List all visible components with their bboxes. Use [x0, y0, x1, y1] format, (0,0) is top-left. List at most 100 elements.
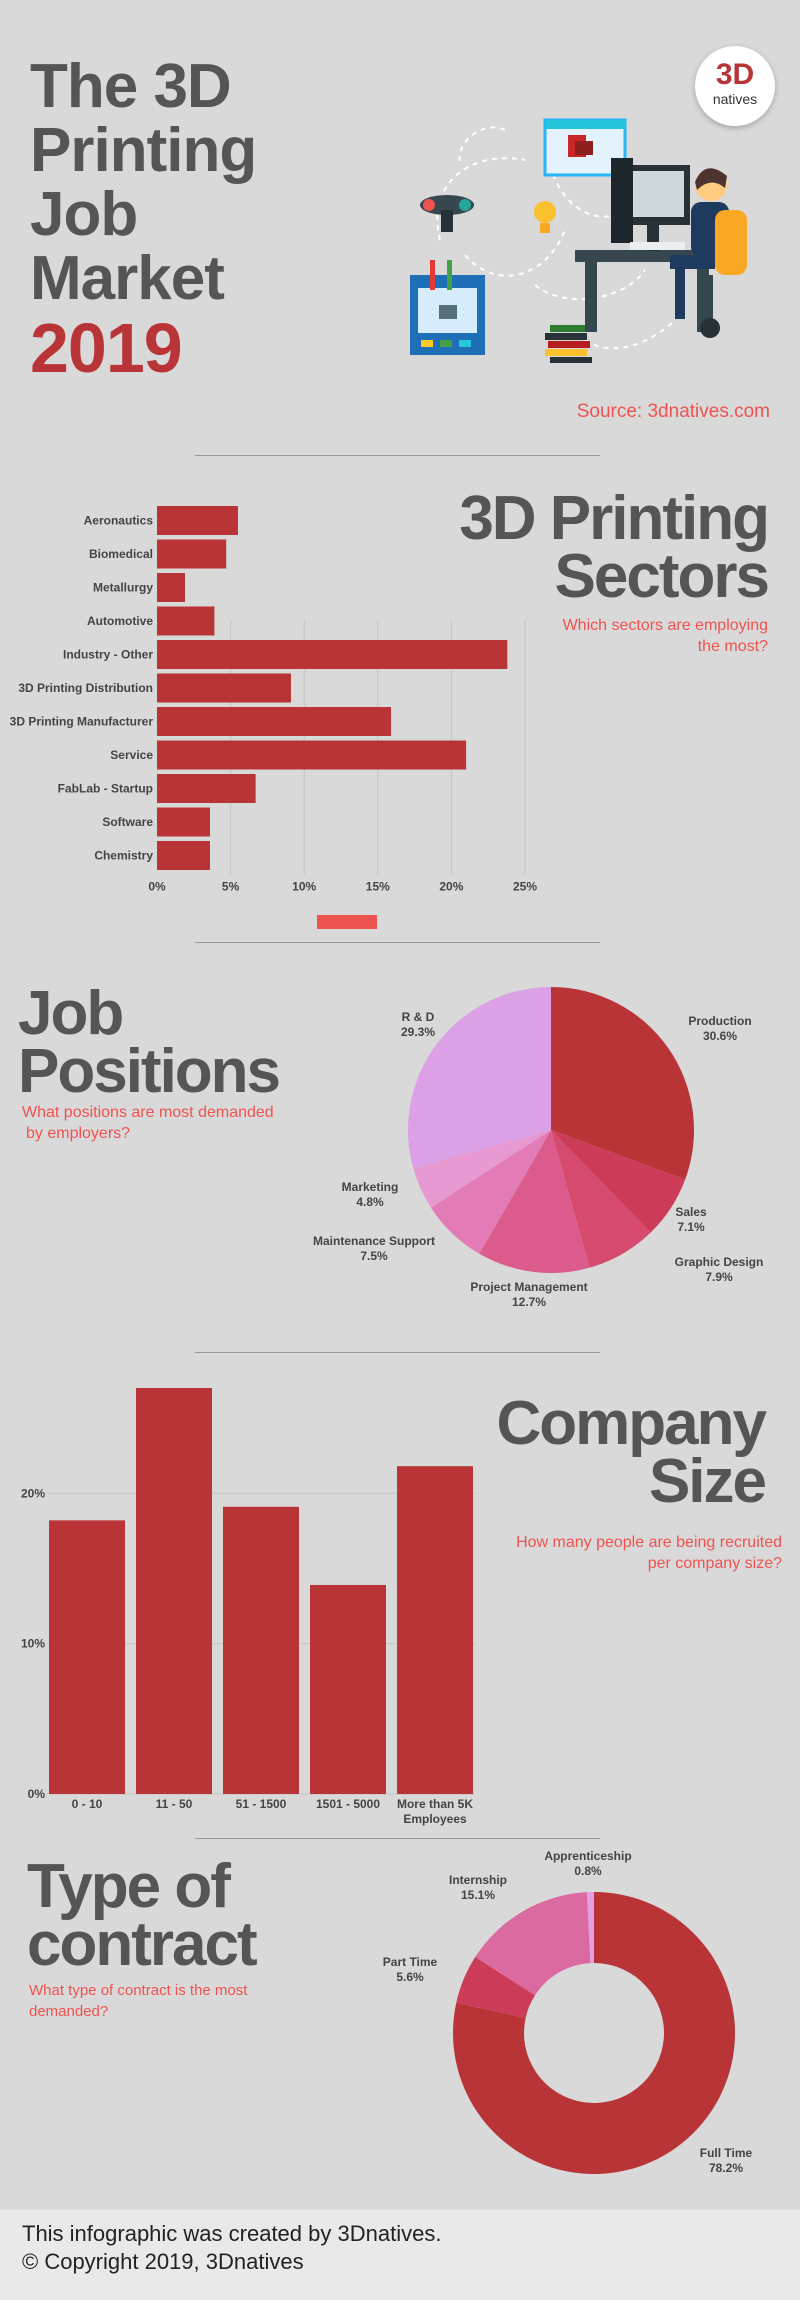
slice-value-label: 15.1% — [461, 1888, 495, 1902]
pie-slice — [408, 987, 551, 1169]
subtitle-line: demanded? — [29, 2003, 109, 2020]
slice-label: Full Time — [700, 2146, 753, 2160]
slice-label: Apprenticeship — [544, 1849, 631, 1863]
category-label: 51 - 1500 — [236, 1797, 287, 1811]
slice-value-label: 4.8% — [356, 1195, 384, 1209]
page-title: The 3D Printing Job Market 2019 — [30, 52, 257, 387]
contract-heading: Type of contract — [27, 1852, 258, 1979]
category-label: Service — [110, 748, 153, 762]
source-citation: Source: 3dnatives.com — [576, 401, 770, 422]
slice-label: R & D — [402, 1010, 435, 1024]
slice-value-label: 7.9% — [705, 1270, 733, 1284]
category-label: Employees — [403, 1812, 467, 1826]
pie-slice — [479, 1130, 590, 1273]
person-at-computer-icon — [575, 158, 747, 338]
y-tick-label: 20% — [21, 1486, 45, 1500]
slice-label: Project Management — [470, 1280, 587, 1294]
subtitle-line: Which sectors are employing — [562, 617, 768, 634]
pie-slice — [430, 1130, 551, 1254]
y-tick-label: 10% — [21, 1637, 45, 1651]
heading-line: contract — [27, 1910, 258, 1979]
logo-sub-text: natives — [712, 91, 758, 107]
heading-line: Company — [496, 1389, 767, 1458]
bar — [136, 1388, 212, 1794]
slice-value-label: 29.3% — [401, 1025, 435, 1039]
heading-line: Sectors — [554, 542, 770, 611]
company-heading: Company Size — [496, 1389, 767, 1516]
header-illustration — [410, 118, 747, 363]
lightbulb-icon — [534, 201, 556, 233]
heading-line: Job — [18, 979, 124, 1048]
subtitle-line: by employers? — [26, 1125, 131, 1142]
category-label: 1501 - 5000 — [316, 1797, 380, 1811]
slice-label: Production — [688, 1014, 751, 1028]
pie-slice — [551, 1130, 686, 1233]
footer-credit: This infographic was created by 3Dnative… — [22, 2221, 442, 2246]
x-tick-label: 25% — [513, 880, 537, 894]
positions-subtitle: What positions are most demanded by empl… — [22, 1102, 274, 1144]
x-tick-label: 5% — [222, 880, 240, 894]
bar — [157, 573, 185, 602]
category-label: 11 - 50 — [156, 1797, 193, 1811]
sectors-bar-chart: 0% 5% 10% 15% 20% 25% Aeronautics Biomedical Met… — [10, 506, 537, 894]
category-label: FabLab - Startup — [58, 782, 153, 796]
pie-slice — [413, 1130, 551, 1208]
sectors-subtitle: Which sectors are employing the most? — [563, 615, 768, 657]
sectors-heading: 3D Printing Sectors — [459, 484, 770, 611]
x-tick-label: 20% — [439, 880, 463, 894]
title-line: The 3D — [30, 52, 232, 121]
pie-slice — [453, 1892, 735, 2174]
title-line: Job — [30, 180, 138, 249]
heading-line: 3D Printing — [459, 484, 770, 553]
category-label: Software — [102, 815, 153, 829]
slice-label: Marketing — [342, 1180, 399, 1194]
category-label: Industry - Other — [63, 648, 153, 662]
title-line: Printing — [30, 116, 257, 185]
category-label: More than 5K — [397, 1797, 473, 1811]
subtitle-line: per company size? — [647, 1555, 782, 1572]
category-label: 3D Printing Manufacturer — [10, 715, 154, 729]
slice-value-label: 78.2% — [709, 2161, 743, 2175]
title-line: Market — [30, 244, 225, 313]
slice-label: Internship — [449, 1873, 507, 1887]
subtitle-line: What positions are most demanded — [22, 1104, 274, 1121]
pie-slice — [475, 1892, 591, 1996]
y-tick-label: 0% — [28, 1787, 46, 1801]
pie-slice — [586, 1892, 594, 1964]
3d-printer-icon — [410, 260, 485, 355]
x-tick-label: 10% — [292, 880, 316, 894]
category-label: Metallurgy — [93, 581, 153, 595]
bar — [157, 506, 238, 535]
bar — [223, 1506, 299, 1794]
slice-value-label: 0.8% — [574, 1864, 602, 1878]
bar — [397, 1466, 473, 1794]
bar — [310, 1584, 386, 1794]
heading-line: Type of — [27, 1852, 231, 1921]
pie-slice — [551, 1130, 651, 1268]
bar — [157, 740, 467, 770]
heading-line: Positions — [18, 1037, 281, 1106]
bar — [157, 539, 227, 569]
slice-value-label: 12.7% — [512, 1295, 546, 1309]
section-divider — [195, 455, 600, 456]
footer: This infographic was created by 3Dnative… — [0, 2210, 800, 2300]
company-subtitle: How many people are being recruited per … — [516, 1532, 782, 1574]
category-label: Aeronautics — [84, 514, 154, 528]
contract-subtitle: What type of contract is the most demand… — [29, 1980, 247, 2022]
slice-value-label: 30.6% — [703, 1029, 737, 1043]
x-tick-label: 0% — [148, 880, 166, 894]
slice-label: Sales — [675, 1205, 707, 1219]
bar — [157, 774, 256, 803]
x-tick-label: 15% — [366, 880, 390, 894]
category-label: Chemistry — [94, 849, 153, 863]
positions-heading: Job Positions — [18, 979, 281, 1106]
bar — [157, 707, 392, 736]
title-year: 2019 — [30, 309, 183, 387]
slice-label: Part Time — [383, 1955, 438, 1969]
pie-slice — [551, 987, 694, 1180]
legend-swatch — [317, 915, 377, 929]
category-label: 0 - 10 — [72, 1797, 103, 1811]
heading-line: Size — [648, 1447, 767, 1516]
